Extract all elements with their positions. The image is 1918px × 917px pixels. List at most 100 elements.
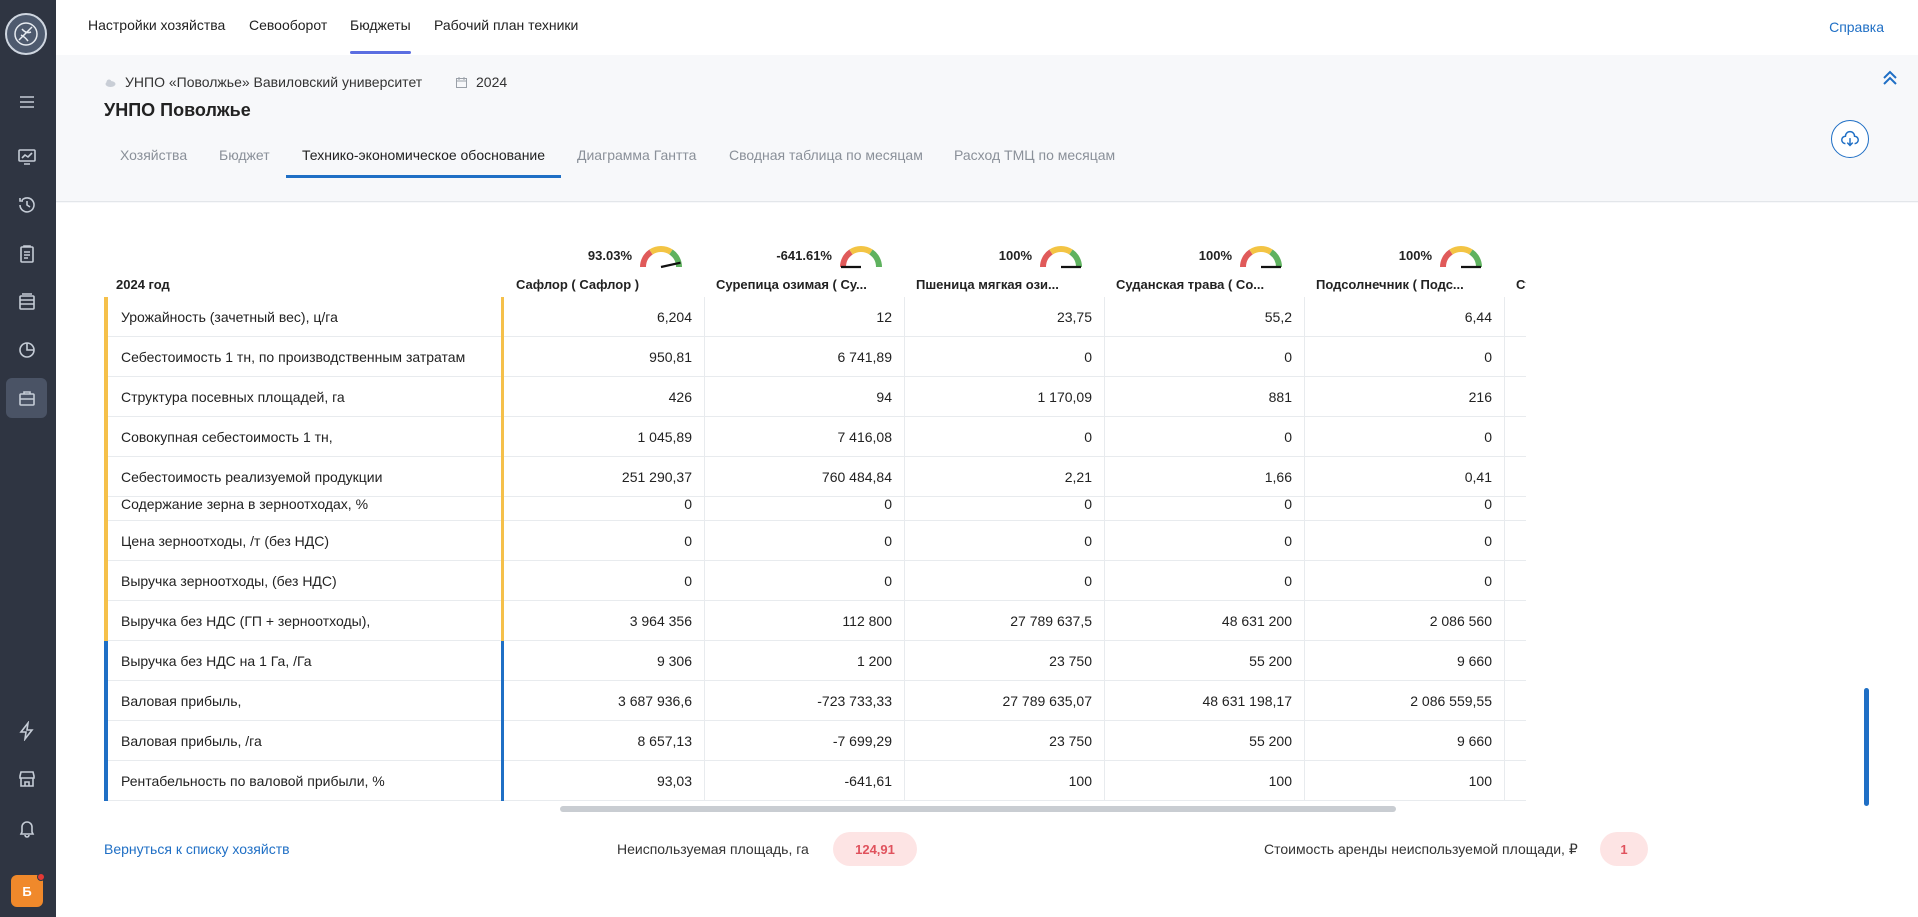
archive-icon[interactable] bbox=[13, 288, 41, 316]
crop-name: Подсолнечник ( Подс... bbox=[1316, 277, 1464, 292]
table-cell: 48 631 198,17 bbox=[1202, 693, 1292, 709]
nav-equipment-plan[interactable]: Рабочий план техники bbox=[434, 17, 579, 33]
table-cell: 1 200 bbox=[856, 653, 892, 669]
column-divider bbox=[704, 521, 705, 561]
organization-breadcrumb: УНПО «Поволжье» Вавиловский университет bbox=[104, 74, 422, 90]
back-to-farms-link[interactable]: Вернуться к списку хозяйств bbox=[104, 841, 290, 857]
column-divider bbox=[1504, 601, 1505, 641]
table-row: Совокупная себестоимость 1 тн, 1 045,89 7 … bbox=[104, 417, 1526, 457]
help-link[interactable]: Справка bbox=[1829, 19, 1884, 35]
table-cell: 112 800 bbox=[842, 613, 892, 629]
user-avatar[interactable]: Б bbox=[11, 873, 45, 907]
nav-crop-rotation[interactable]: Севооборот bbox=[249, 17, 328, 33]
column-divider bbox=[904, 521, 905, 561]
table-cell: 1 170,09 bbox=[1037, 389, 1093, 405]
row-label: Рентабельность по валовой прибыли, % bbox=[121, 773, 385, 789]
unused-area-badge: 124,91 bbox=[833, 832, 917, 866]
main-content: 2024 год 93.03% Сафлор ( Сафлор ) -641.61%… bbox=[56, 203, 1918, 917]
table-cell: 0 bbox=[1084, 429, 1092, 445]
tab-farms[interactable]: Хозяйства bbox=[120, 147, 188, 163]
table-row: Валовая прибыль, /га 8 657,13 -7 699,29 23 … bbox=[104, 721, 1526, 761]
column-divider bbox=[1304, 761, 1305, 801]
nav-budgets[interactable]: Бюджеты bbox=[350, 17, 411, 54]
column-divider bbox=[1304, 497, 1305, 521]
row-label: Урожайность (зачетный вес), ц/га bbox=[121, 309, 338, 325]
tab-monthly-summary[interactable]: Сводная таблица по месяцам bbox=[729, 147, 923, 163]
column-divider bbox=[1304, 377, 1305, 417]
column-divider bbox=[1304, 521, 1305, 561]
table-cell: 9 306 bbox=[656, 653, 692, 669]
gauge-icon bbox=[1439, 245, 1483, 269]
row-group-marker bbox=[104, 297, 108, 337]
clipboard-icon[interactable] bbox=[13, 240, 41, 268]
bell-icon[interactable] bbox=[13, 814, 41, 842]
vertical-scrollbar[interactable] bbox=[1864, 688, 1869, 806]
table-cell: 0 bbox=[1484, 429, 1492, 445]
column-divider bbox=[1504, 641, 1505, 681]
lightning-icon[interactable] bbox=[13, 717, 41, 745]
row-group-marker bbox=[501, 561, 504, 601]
horizontal-scrollbar[interactable] bbox=[560, 806, 1396, 812]
profitability-percent: 93.03% bbox=[587, 248, 632, 263]
column-divider bbox=[704, 561, 705, 601]
column-divider bbox=[904, 377, 905, 417]
column-divider bbox=[1304, 561, 1305, 601]
table-cell: -641,61 bbox=[844, 773, 892, 789]
row-label: Содержание зерна в зерноотходах, % bbox=[121, 496, 369, 512]
gauge-icon bbox=[839, 245, 883, 269]
table-cell: 0 bbox=[1084, 349, 1092, 365]
table-cell: 0 bbox=[1284, 573, 1292, 589]
download-button[interactable] bbox=[1831, 120, 1869, 158]
column-divider bbox=[1304, 297, 1305, 337]
row-group-marker bbox=[104, 377, 108, 417]
pie-chart-icon[interactable] bbox=[13, 336, 41, 364]
column-divider bbox=[1104, 761, 1105, 801]
table-row: Выручка без НДС (ГП + зерноотходы), 3 964… bbox=[104, 601, 1526, 641]
table-cell: 27 789 635,07 bbox=[1002, 693, 1092, 709]
table-cell: 0 bbox=[1084, 533, 1092, 549]
row-group-marker bbox=[104, 521, 108, 561]
table-cell: 100 bbox=[1468, 773, 1492, 789]
app-logo[interactable] bbox=[5, 13, 47, 55]
table-cell: 0 bbox=[1484, 349, 1492, 365]
row-group-marker bbox=[104, 681, 108, 721]
table-cell: 100 bbox=[1268, 773, 1292, 789]
table-cell: 100 bbox=[1068, 773, 1092, 789]
history-icon[interactable] bbox=[13, 191, 41, 219]
cloud-small-icon bbox=[105, 79, 116, 87]
table-cell: 0 bbox=[684, 496, 692, 512]
row-group-marker bbox=[501, 641, 504, 681]
column-divider bbox=[1504, 681, 1505, 721]
table-cell: 0 bbox=[684, 533, 692, 549]
tab-materials-monthly[interactable]: Расход ТМЦ по месяцам bbox=[954, 147, 1116, 163]
crop-column-header: 100% Суданская трава ( Со... bbox=[1104, 233, 1304, 297]
table-cell: 0 bbox=[1084, 496, 1092, 512]
row-group-marker bbox=[104, 337, 108, 377]
column-divider bbox=[904, 457, 905, 497]
table-cell: 23 750 bbox=[1049, 653, 1092, 669]
rent-cost-badge: 1 bbox=[1600, 832, 1648, 866]
column-divider bbox=[704, 297, 705, 337]
dashboard-icon[interactable] bbox=[13, 143, 41, 171]
collapse-up-icon[interactable] bbox=[1880, 68, 1900, 88]
table-cell: 760 484,84 bbox=[821, 469, 892, 485]
nav-farm-settings[interactable]: Настройки хозяйства bbox=[88, 17, 226, 33]
column-divider bbox=[1304, 417, 1305, 457]
budget-icon[interactable] bbox=[6, 378, 47, 418]
table-cell: 0 bbox=[1284, 533, 1292, 549]
tab-budget[interactable]: Бюджет bbox=[219, 147, 270, 163]
column-divider bbox=[904, 601, 905, 641]
row-group-marker bbox=[501, 497, 504, 521]
table-cell: 0 bbox=[1284, 349, 1292, 365]
menu-icon[interactable] bbox=[13, 88, 41, 116]
column-divider bbox=[904, 681, 905, 721]
tab-feasibility-study[interactable]: Технико-экономическое обоснование bbox=[286, 147, 562, 178]
table-row: Содержание зерна в зерноотходах, %000000 bbox=[104, 497, 1526, 521]
tab-gantt[interactable]: Диаграмма Гантта bbox=[577, 147, 697, 163]
table-row: Себестоимость реализуемой продукции 251 2… bbox=[104, 457, 1526, 497]
store-icon[interactable] bbox=[13, 765, 41, 793]
budget-year: 2024 bbox=[476, 74, 508, 90]
column-divider bbox=[1104, 641, 1105, 681]
table-cell: 0 bbox=[884, 496, 892, 512]
crop-column-header: -641.61%Сурепица озимая ( Су... bbox=[1504, 233, 1526, 297]
